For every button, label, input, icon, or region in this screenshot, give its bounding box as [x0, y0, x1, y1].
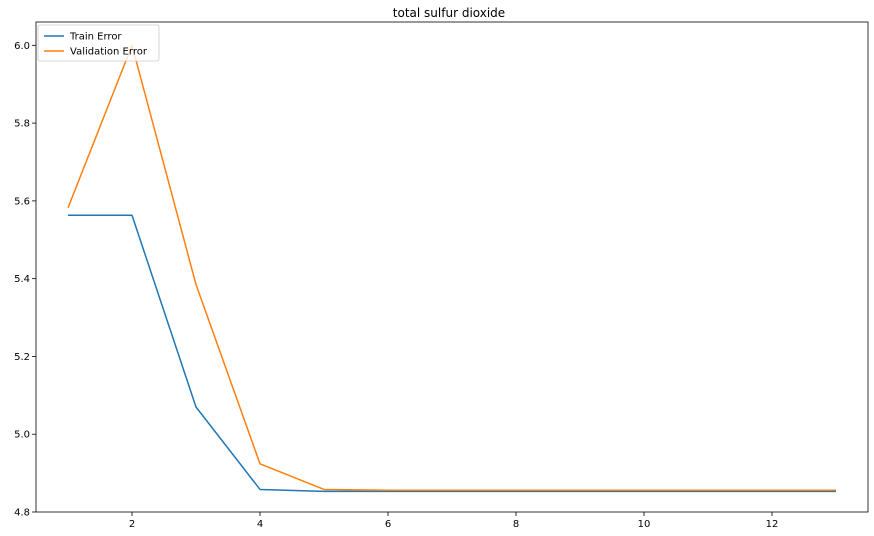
x-axis: 2 4 6 8 10 12: [129, 512, 779, 530]
chart-title: total sulfur dioxide: [393, 6, 505, 20]
series-line-validation-error: [67, 44, 836, 491]
x-tick-label: 12: [766, 519, 779, 530]
plot-frame: [35, 21, 869, 513]
x-tick-label: 6: [385, 519, 391, 530]
x-tick-label: 10: [638, 519, 651, 530]
x-tick-label: 8: [513, 519, 519, 530]
y-tick-label: 5.4: [14, 274, 30, 285]
legend-label: Train Error: [69, 32, 122, 43]
x-tick-label: 4: [257, 519, 263, 530]
y-tick-label: 6.0: [14, 41, 30, 52]
series-line-train-error: [68, 214, 836, 493]
y-tick-label: 4.8: [14, 508, 30, 519]
y-tick-label: 5.6: [14, 196, 30, 207]
x-tick-label: 2: [129, 519, 135, 530]
y-tick-label: 5.8: [14, 119, 30, 130]
y-tick-label: 5.0: [14, 430, 30, 441]
legend-label: Validation Error: [70, 47, 148, 58]
y-axis: 4.8 5.0 5.2 5.4 5.6 5.8 6.0: [14, 41, 36, 519]
plot-area: [35, 21, 869, 513]
legend-box: [37, 24, 160, 62]
y-tick-label: 5.2: [14, 352, 30, 363]
series-layer: [67, 44, 836, 493]
legend: Train Error Validation Error: [37, 24, 160, 62]
